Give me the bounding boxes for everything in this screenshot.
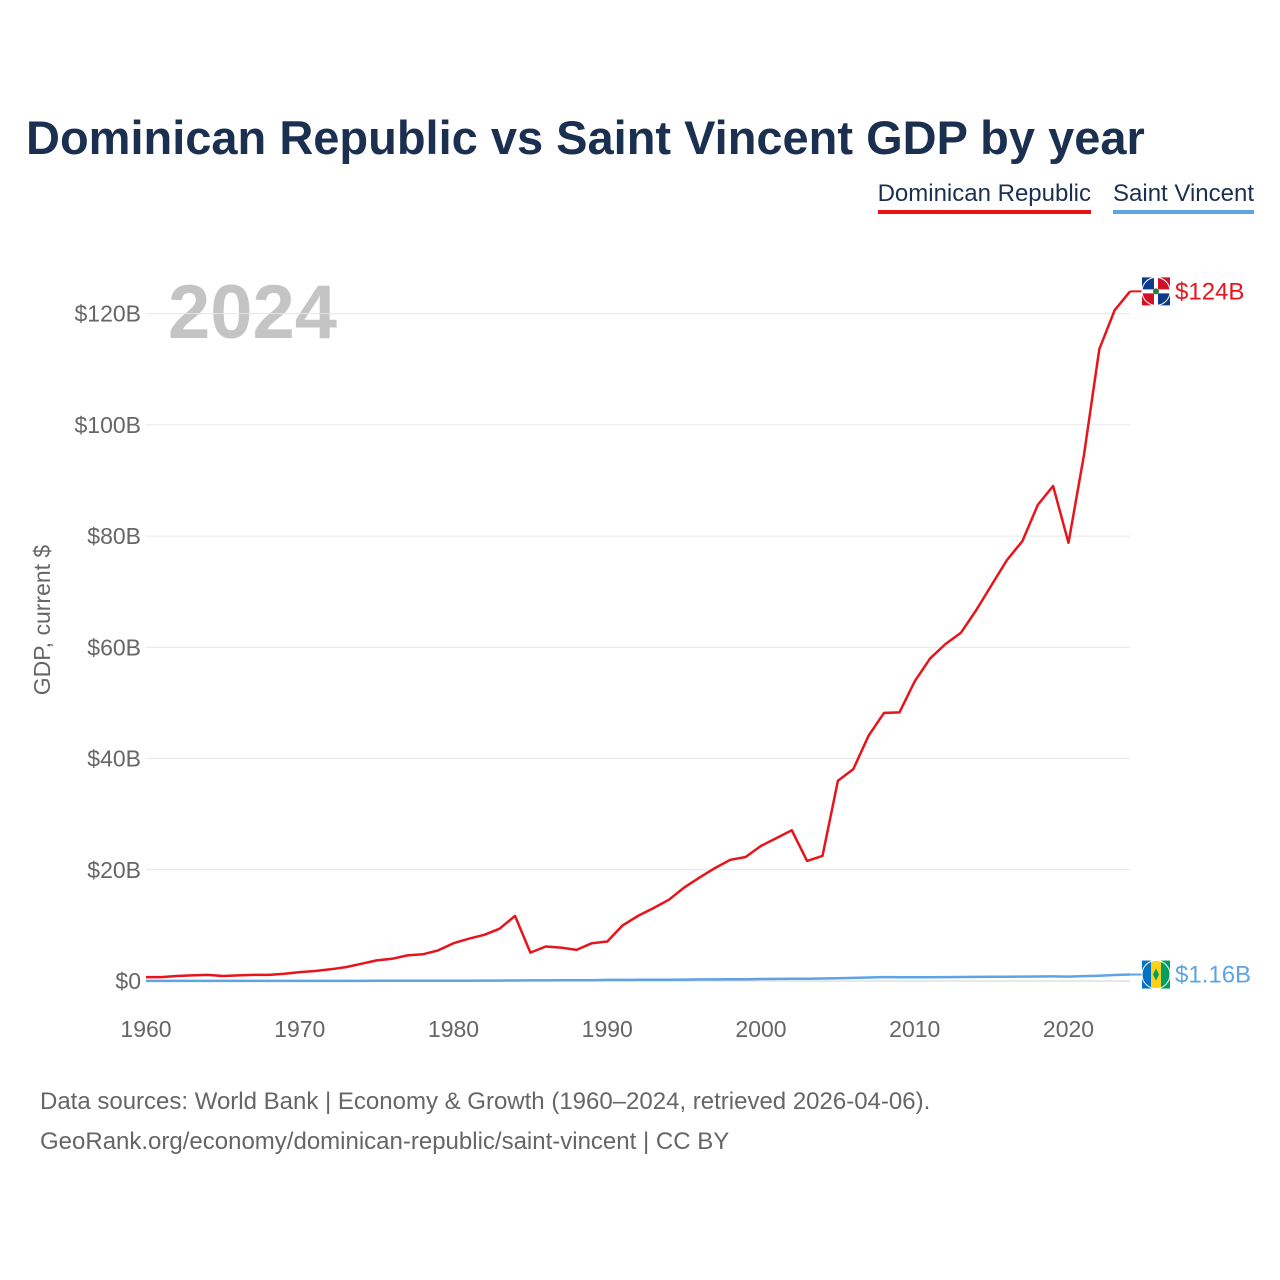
flag-quadrant: [1142, 293, 1154, 306]
end-value-label-dominican-republic: $124B: [1175, 278, 1244, 305]
footer-sources: Data sources: World Bank | Economy & Gro…: [40, 1088, 931, 1115]
x-tick-label: 1960: [120, 1016, 171, 1042]
y-tick-label: $40B: [87, 746, 141, 772]
end-markers: $124B $1.16B: [1130, 276, 1251, 990]
flag-quadrant: [1158, 293, 1170, 306]
y-tick-label: $60B: [87, 634, 141, 660]
y-tick-label: $80B: [87, 523, 141, 549]
flag-icon-saint-vincent: [1141, 960, 1171, 990]
series-line-saint-vincent: [146, 973, 1131, 983]
y-tick-label: $20B: [87, 857, 141, 883]
gdp-line-chart: 2024 GDP, current $ $0 $20B $40B $60B $80B $1…: [29, 270, 1251, 1042]
footer-link[interactable]: GeoRank.org/economy/dominican-republic/s…: [40, 1128, 730, 1155]
x-tick-label: 1980: [428, 1016, 479, 1042]
y-axis-ticks: $0 $20B $40B $60B $80B $100B $120B: [74, 301, 141, 994]
x-tick-label: 2010: [889, 1016, 940, 1042]
x-tick-label: 2020: [1043, 1016, 1094, 1042]
chart-title: Dominican Republic vs Saint Vincent GDP …: [26, 111, 1145, 164]
footer: Data sources: World Bank | Economy & Gro…: [40, 1082, 930, 1162]
x-tick-label: 2000: [735, 1016, 786, 1042]
y-tick-label: $0: [115, 968, 141, 994]
flag-border: [1141, 960, 1171, 990]
flag-border: [1141, 276, 1171, 306]
year-watermark: 2024: [168, 270, 337, 355]
flag-band: [1142, 960, 1151, 989]
flag-icon-dominican-republic: [1141, 276, 1171, 306]
end-value-label-saint-vincent: $1.16B: [1175, 962, 1251, 989]
flag-diamonds: [1153, 968, 1159, 981]
y-axis-label: GDP, current $: [29, 545, 55, 696]
flag-emblem: [1153, 288, 1159, 295]
series-lines: [146, 290, 1131, 983]
x-tick-label: 1970: [274, 1016, 325, 1042]
legend-item-saint-vincent[interactable]: Saint Vincent: [1113, 180, 1254, 214]
flag-band: [1161, 960, 1170, 989]
y-tick-label: $100B: [74, 412, 141, 438]
x-tick-label: 1990: [582, 1016, 633, 1042]
flag-quadrant: [1158, 277, 1170, 290]
y-tick-label: $120B: [74, 301, 141, 327]
series-line-dominican-republic: [146, 290, 1131, 979]
gridlines: [146, 313, 1130, 982]
legend-item-dominican-republic[interactable]: Dominican Republic: [877, 180, 1091, 214]
x-axis-ticks: 1960 1970 1980 1990 2000 2010 2020: [120, 1016, 1094, 1042]
flag-quadrant: [1142, 277, 1154, 290]
legend: Dominican Republic Saint Vincent: [877, 180, 1254, 214]
